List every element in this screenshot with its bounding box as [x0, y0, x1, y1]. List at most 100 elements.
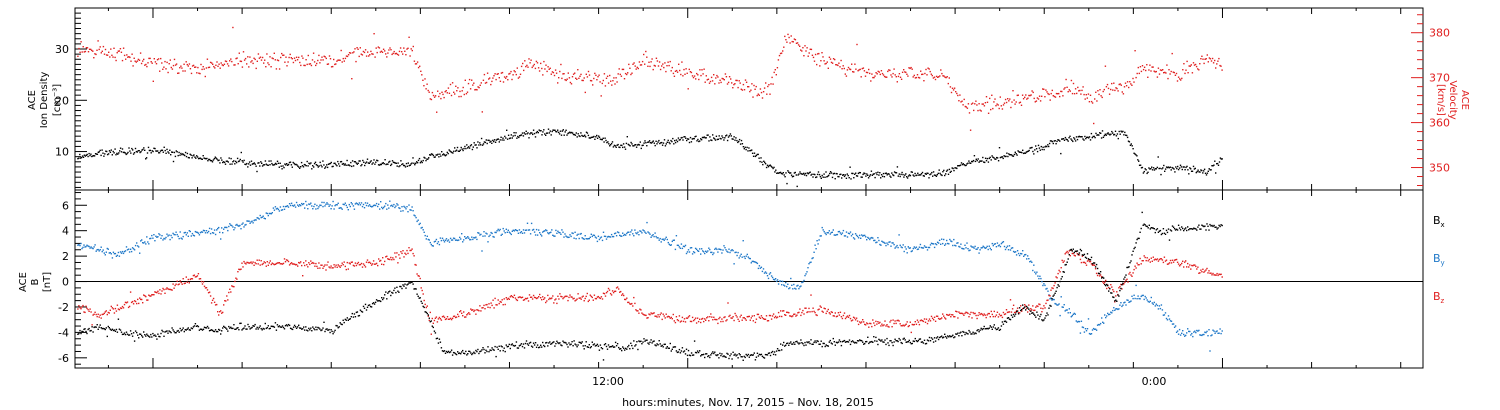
ion-density-point	[289, 161, 292, 163]
by-point	[136, 242, 138, 244]
by-point	[428, 239, 430, 241]
ion-density-point	[855, 175, 858, 177]
velocity-point	[987, 112, 990, 114]
velocity-point	[614, 83, 616, 85]
by-point	[723, 245, 725, 247]
ion-density-point	[596, 137, 599, 139]
bx-point	[147, 334, 149, 337]
by-point	[623, 234, 625, 237]
ion-density-point	[957, 165, 959, 167]
bz-point	[167, 288, 169, 290]
velocity-point	[663, 66, 665, 69]
bz-point	[197, 273, 200, 275]
ion-density-point	[578, 135, 580, 137]
by-point	[781, 284, 783, 286]
ion-density-point	[189, 153, 191, 155]
bz-point	[585, 295, 587, 298]
bz-point	[1160, 258, 1163, 260]
by-point	[507, 229, 509, 231]
by-point	[459, 236, 461, 239]
by-point	[885, 244, 887, 247]
ion-density-point	[718, 135, 720, 137]
bz-point	[1044, 307, 1046, 309]
ion-density-point	[965, 164, 967, 167]
bx-point	[277, 326, 280, 328]
ion-density-point	[689, 136, 692, 139]
bz-point	[593, 294, 596, 296]
ion-density-point	[563, 134, 565, 136]
velocity-point	[90, 48, 92, 51]
ion-density-point	[371, 163, 373, 165]
bz-point	[760, 315, 763, 317]
bz-point	[248, 262, 250, 264]
bz-point	[1115, 295, 1117, 297]
velocity-point	[348, 52, 351, 54]
velocity-point	[388, 49, 390, 51]
bz-point	[657, 314, 659, 316]
bz-point	[165, 288, 167, 290]
ion-density-point	[423, 156, 425, 159]
by-point	[404, 206, 406, 209]
bz-point	[298, 261, 300, 264]
ion-density-point	[1219, 157, 1222, 159]
ion-density-point	[1036, 150, 1039, 153]
velocity-point	[1113, 82, 1115, 84]
ion-density-point	[1064, 136, 1067, 139]
bz-point	[841, 317, 844, 320]
ion-density-point	[615, 146, 617, 148]
bz-point	[261, 263, 263, 266]
velocity-point	[859, 68, 861, 71]
bz-point	[266, 261, 268, 263]
bz-point	[507, 297, 509, 300]
by-point	[498, 229, 500, 232]
ion-density-point	[963, 164, 965, 166]
ion-density-point	[655, 140, 657, 142]
bz-point	[639, 308, 641, 310]
velocity-point	[855, 68, 857, 70]
velocity-point	[930, 73, 932, 75]
by-point	[556, 232, 558, 234]
bz-point	[1168, 262, 1171, 264]
bz-point	[654, 315, 656, 317]
ion-density-point	[442, 153, 445, 155]
velocity-point	[96, 49, 98, 51]
bx-point	[226, 328, 228, 330]
ion-density-point	[632, 145, 634, 147]
by-point	[669, 244, 671, 246]
bx-point	[196, 325, 199, 327]
bz-point	[194, 276, 197, 278]
by-point	[622, 232, 624, 234]
ion-density-point	[528, 137, 530, 139]
by-point	[951, 240, 953, 243]
bz-point	[683, 318, 686, 320]
bx-point	[144, 334, 146, 336]
by-point	[1150, 296, 1152, 299]
velocity-point	[1120, 84, 1122, 86]
ion-density-point	[319, 161, 321, 164]
ion-density-point	[300, 166, 302, 168]
by-point	[817, 243, 819, 245]
ion-density-point	[735, 137, 737, 139]
ion-density-point	[575, 132, 577, 134]
bz-point	[1012, 304, 1015, 306]
velocity-point	[1156, 76, 1159, 78]
bx-point	[257, 328, 259, 330]
velocity-point	[959, 94, 961, 96]
ion-density-point	[91, 155, 93, 158]
bz-point	[1140, 263, 1142, 265]
ion-density-point	[764, 163, 767, 165]
velocity-point	[389, 47, 391, 49]
by-point	[137, 245, 139, 247]
bz-point	[1145, 259, 1147, 262]
bz-point	[1198, 272, 1200, 274]
by-point	[876, 241, 878, 243]
ion-density-point	[186, 152, 189, 155]
ion-density-point	[247, 166, 249, 168]
ion-density-point	[973, 155, 976, 157]
ion-density-point	[275, 163, 278, 165]
bz-point	[328, 266, 330, 268]
ion-density-point	[378, 164, 381, 166]
bx-point	[261, 329, 263, 331]
by-point	[1181, 332, 1183, 334]
ion-density-point	[239, 158, 241, 161]
